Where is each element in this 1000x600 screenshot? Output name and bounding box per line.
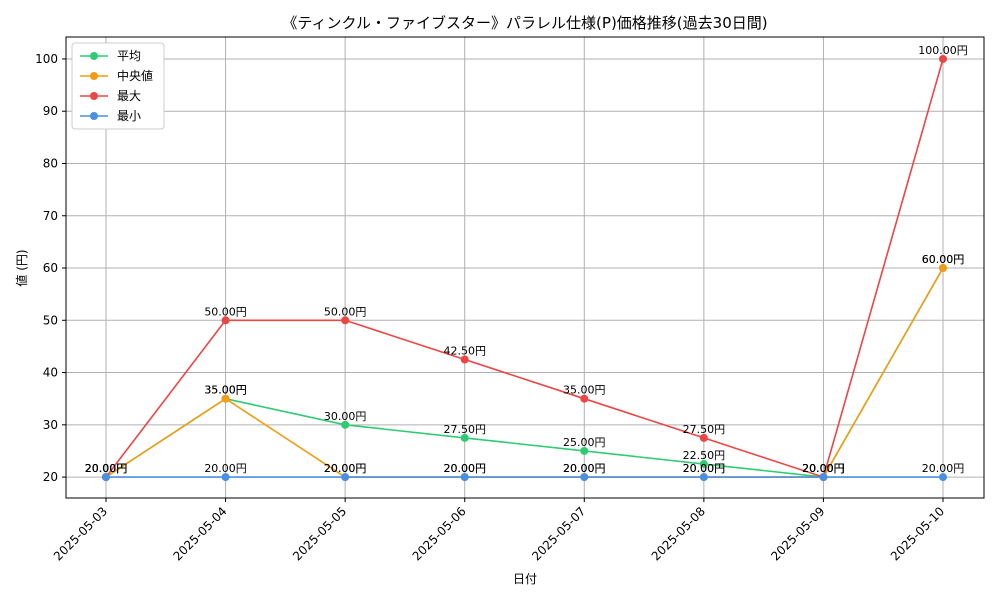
data-label: 22.50円 [683,449,726,462]
x-tick-label: 2025-05-04 [170,504,229,563]
legend-label: 中央値 [117,68,153,83]
y-tick-label: 60 [43,261,58,275]
data-label: 20.00円 [85,462,128,475]
series [102,54,947,482]
data-label: 20.00円 [85,462,128,475]
data-label: 20.00円 [563,462,606,475]
data-point [819,473,828,482]
data-label: 35.00円 [563,384,606,397]
data-point [939,54,947,63]
data-point [460,473,469,482]
data-label: 20.00円 [324,462,367,475]
x-axis-label: 日付 [513,572,537,586]
y-axis: 20 30 40 50 60 70 80 90 100 [35,52,66,484]
chart-title: 《ティンクル・ファイブスター》パラレル仕様(P)価格推移(過去30日間) [282,14,767,32]
data-label: 20.00円 [443,462,486,475]
x-tick-label: 2025-05-10 [888,504,947,563]
y-tick-label: 30 [43,418,58,432]
legend-swatch-marker [90,52,98,60]
data-label: 30.00円 [324,410,367,423]
data-point [341,473,350,482]
data-label: 20.00円 [802,462,845,475]
data-point [699,460,708,469]
data-label: 20.00円 [922,462,965,475]
data-label: 60.00円 [922,253,965,266]
data-label: 50.00円 [204,305,247,318]
y-tick-label: 50 [43,313,58,327]
data-label: 20.00円 [324,462,367,475]
data-label: 35.00円 [204,384,247,397]
legend-swatch-marker [90,72,98,80]
data-label: 27.50円 [443,423,486,436]
data-label: 20.00円 [443,462,486,475]
x-tick-label: 2025-05-08 [649,504,708,563]
data-point [341,316,350,325]
data-point [460,433,469,442]
data-label: 25.00円 [563,436,606,449]
series-line [105,267,944,478]
data-point [580,394,589,403]
data-label: 20.00円 [85,462,128,475]
legend-label: 最大 [117,89,141,103]
x-tick-label: 2025-05-03 [51,504,110,563]
data-point [221,473,230,482]
y-tick-label: 100 [35,52,58,66]
data-label: 20.00円 [802,462,845,475]
data-point [939,264,947,273]
grid [66,37,984,498]
x-axis: 2025-05-03 2025-05-04 2025-05-05 2025-05-06… [51,498,947,563]
data-labels: 20.00円35.00円30.00円27.50円25.00円22.50円20.0… [85,44,968,475]
x-tick-label: 2025-05-06 [410,504,469,563]
series-line [105,58,944,479]
legend-box [71,42,165,130]
y-tick-label: 80 [43,156,58,170]
y-tick-label: 90 [43,104,58,118]
x-tick-label: 2025-05-07 [529,504,588,563]
data-label: 20.00円 [563,462,606,475]
legend-label: 平均 [117,49,141,63]
legend-swatch-marker [90,92,98,100]
y-axis-label: 値 (円) [14,249,29,286]
data-point [102,473,110,482]
legend-label: 最小 [117,109,141,123]
data-point [580,473,589,482]
data-point [341,420,350,429]
data-label: 20.00円 [85,462,128,475]
data-point [221,316,230,325]
y-tick-label: 40 [43,366,58,380]
data-point [580,446,589,455]
data-point [460,355,469,364]
data-label: 20.00円 [683,462,726,475]
data-point [221,394,230,403]
data-point [939,473,947,482]
y-tick-label: 20 [43,470,58,484]
data-point [699,433,708,442]
data-label: 42.50円 [443,344,486,357]
data-label: 100.00円 [918,44,968,57]
data-label: 20.00円 [204,462,247,475]
data-label: 60.00円 [922,253,965,266]
data-label: 50.00円 [324,305,367,318]
data-label: 20.00円 [683,462,726,475]
y-tick-label: 70 [43,209,58,223]
data-label: 35.00円 [204,384,247,397]
data-point [699,473,708,482]
x-tick-label: 2025-05-09 [768,504,827,563]
legend-swatch-marker [90,112,98,120]
plot-frame [65,36,985,499]
data-label: 27.50円 [683,423,726,436]
data-label: 20.00円 [802,462,845,475]
data-label: 20.00円 [802,462,845,475]
x-tick-label: 2025-05-05 [290,504,349,563]
